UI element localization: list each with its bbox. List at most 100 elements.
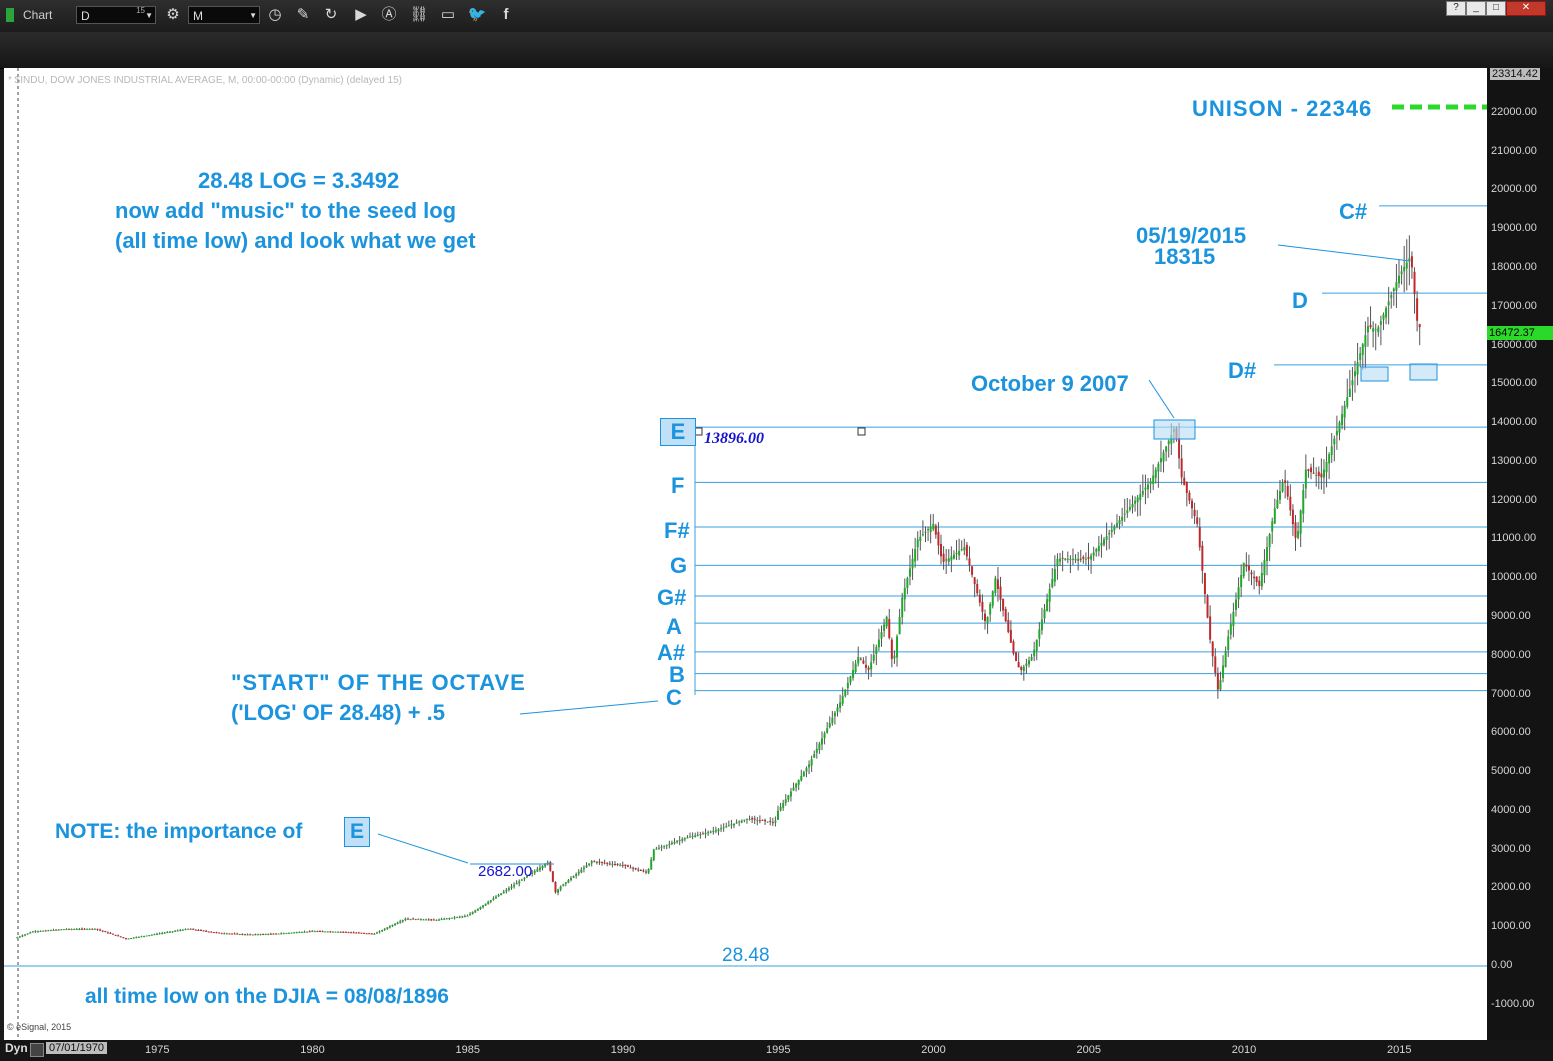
dyn-toggle-icon[interactable] [30,1043,44,1057]
candle-body [978,594,981,603]
price-tick-label: 17000.00 [1491,299,1537,312]
candle-body [1178,437,1181,459]
candle-body [554,881,557,893]
candle-body [722,827,725,829]
price-tick-label: 18000.00 [1491,260,1537,273]
price-tick-label: 11000.00 [1491,532,1537,545]
candle-body [171,931,174,933]
settings-gear-icon[interactable]: ⚙ [166,6,180,23]
candle-body [852,669,855,678]
candle-body [1147,484,1150,490]
link-icon[interactable]: ⛓ [409,6,429,23]
candle-body [1307,469,1310,471]
chart-plot-area[interactable]: * $INDU, DOW JONES INDUSTRIAL AVERAGE, M… [4,68,1487,1040]
candle-body [86,928,89,930]
candle-body [1260,573,1263,587]
refresh-icon[interactable]: ↻ [324,6,338,23]
candle-body [965,544,968,557]
log-line-2: now add "music" to the seed log [115,198,457,223]
candle-body [1069,558,1072,561]
candle-body [903,587,906,600]
candle-body [1188,492,1191,501]
candle-body [1012,641,1015,654]
candle-body [1232,611,1235,626]
candle-body [1074,558,1077,561]
candle-body [1273,508,1276,524]
peak-date-2015: 05/19/2015 [1136,223,1247,248]
candle-body [225,933,228,935]
clock-icon[interactable]: ◷ [268,6,282,23]
candle-body [78,928,81,930]
candle-body [927,529,930,531]
candle-body [1268,534,1271,548]
candle-body [435,919,438,921]
candle-body [984,613,986,622]
candle-body [127,938,130,940]
candle-body [859,658,862,660]
candle-body [1157,463,1160,472]
candle-body [1183,477,1186,486]
candle-body [973,577,976,585]
candle-body [60,929,63,931]
note-label-ds: D# [1228,358,1257,383]
play-icon[interactable]: ▶ [355,6,367,23]
price-tick-label: 14000.00 [1491,416,1537,429]
year-tick-label: 1985 [455,1044,480,1056]
candle-body [259,934,262,936]
candle-body [665,844,668,846]
candle-body [135,937,138,939]
candle-body [828,722,831,728]
candle-body [254,934,257,936]
minimize-button[interactable]: _ [1466,1,1486,16]
price-tick-label: 2000.00 [1491,881,1531,894]
candle-body [88,928,91,930]
price-tick-label: 22000.00 [1491,105,1537,118]
candle-body [1064,558,1067,560]
candle-body [295,932,298,934]
candle-body [546,862,549,864]
candle-body [231,933,234,935]
candle-body [1361,344,1364,355]
candle-body [779,807,782,811]
candle-body [657,847,660,849]
candle-body [740,820,743,823]
style-field[interactable]: M ▼ [188,6,260,24]
price-tick-label: 0.00 [1491,959,1513,971]
candle-body [109,932,112,934]
candle-body [272,933,275,935]
facebook-icon[interactable]: f [503,6,509,23]
candle-body [864,664,867,668]
symbol-interval-field[interactable]: D 15 ▼ [76,6,156,24]
pencil-icon[interactable]: ✎ [296,6,310,23]
time-axis[interactable]: Dyn 07/01/1970 1975 1980 1985 1990 1995 2000 2… [0,1040,1553,1061]
candle-body [220,933,223,935]
candle-body [670,842,673,845]
candle-body [1110,529,1113,533]
candle-body [849,676,852,683]
candle-body [575,873,578,876]
candle-body [347,932,350,934]
comment-icon[interactable]: ▭ [440,6,456,23]
maximize-button[interactable]: □ [1486,1,1506,16]
alert-icon[interactable]: Ⓐ [381,6,397,23]
candle-body [202,930,205,932]
candle-body [551,871,554,882]
candle-body [621,864,624,866]
price-scale[interactable]: 23000.0022000.0021000.0020000.0019000.00… [1487,68,1553,1040]
candle-body [334,931,337,933]
candle-body [745,818,748,820]
candle-body [883,624,886,631]
price-chart [4,68,1487,1040]
candle-body [683,838,686,840]
candle-body [1247,565,1250,571]
candle-body [236,933,239,935]
candle-body [1090,555,1093,560]
candle-body [1108,532,1111,535]
candle-body [805,768,808,772]
help-button[interactable]: ? [1446,1,1466,16]
twitter-icon[interactable]: 🐦 [467,6,487,23]
candle-body [686,837,689,839]
candle-body [940,544,943,557]
price-tick-label: 6000.00 [1491,726,1531,739]
close-button[interactable]: ✕ [1506,1,1546,16]
